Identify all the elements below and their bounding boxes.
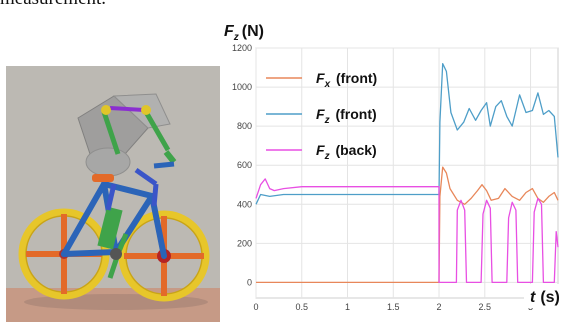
y-tick-label: 1000 bbox=[232, 82, 252, 92]
x-axis-title: t (s) bbox=[530, 289, 560, 306]
x-tick-label: 1 bbox=[345, 302, 350, 312]
x-tick-label: 0.5 bbox=[295, 302, 308, 312]
rider-torso bbox=[77, 93, 171, 177]
series-layer bbox=[255, 62, 559, 284]
x-tick-label: 0 bbox=[253, 302, 258, 312]
y-axis-subscript: z bbox=[233, 32, 239, 43]
y-axis-symbol: F bbox=[224, 23, 235, 40]
y-tick-label: 600 bbox=[237, 160, 252, 170]
x-tick-label: 2.5 bbox=[479, 302, 492, 312]
y-tick-label: 1200 bbox=[232, 43, 252, 53]
series-line-1 bbox=[255, 62, 559, 205]
y-axis-unit: (N) bbox=[242, 23, 264, 40]
legend-label-2: Fz (back) bbox=[316, 142, 377, 162]
legend: Fx (front) Fz (front) Fz (back) bbox=[266, 70, 377, 162]
y-tick-label: 800 bbox=[237, 121, 252, 131]
x-axis-unit: (s) bbox=[540, 289, 560, 306]
x-tick-label: 2 bbox=[437, 302, 442, 312]
x-axis-symbol: t bbox=[530, 289, 536, 306]
y-tick-label: 400 bbox=[237, 199, 252, 209]
bicycle-rider-icon bbox=[6, 66, 220, 322]
y-tick-label: 200 bbox=[237, 238, 252, 248]
x-axis-title-bg bbox=[524, 284, 572, 308]
x-tick-label: 1.5 bbox=[387, 302, 400, 312]
bicycle-rider-model-image bbox=[6, 66, 220, 322]
legend-label-0: Fx (front) bbox=[316, 70, 377, 90]
y-axis-title: Fz (N) bbox=[224, 23, 264, 43]
caption-fragment: measurement. bbox=[0, 0, 220, 9]
y-tick-label: 0 bbox=[247, 277, 252, 287]
legend-label-1: Fz (front) bbox=[316, 106, 377, 126]
series-line-2 bbox=[255, 178, 559, 284]
